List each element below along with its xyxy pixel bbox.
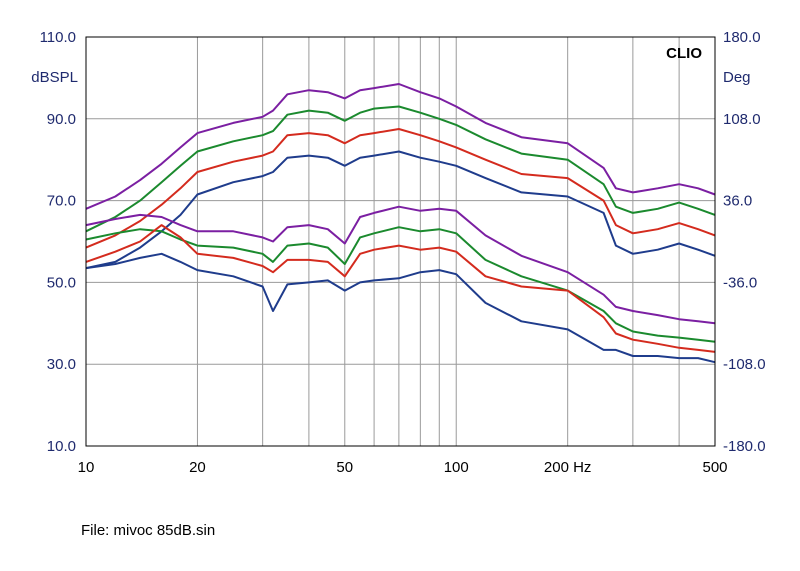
y-tick-label-left: 50.0 bbox=[47, 274, 76, 291]
series-line-4 bbox=[85, 150, 716, 270]
x-tick-label: 20 bbox=[189, 459, 206, 476]
grid-lines bbox=[86, 36, 715, 447]
y-tick-label-right: -108.0 bbox=[723, 356, 766, 373]
y-tick-label-left: 110.0 bbox=[40, 29, 76, 46]
series-line-7 bbox=[85, 224, 716, 353]
series-line-8 bbox=[85, 252, 716, 364]
left-axis-unit: dBSPL bbox=[31, 69, 78, 86]
plot-frame bbox=[85, 36, 716, 447]
y-tick-label-right: 180.0 bbox=[723, 29, 761, 46]
series-group bbox=[85, 83, 716, 364]
right-axis-unit: Deg bbox=[723, 69, 751, 86]
x-tick-label: 10 bbox=[78, 459, 95, 476]
y-tick-label-left: 90.0 bbox=[47, 111, 76, 128]
y-tick-label-right: 108.0 bbox=[723, 111, 761, 128]
x-tick-label: 100 bbox=[444, 459, 469, 476]
x-tick-label: 200 Hz bbox=[544, 459, 592, 476]
y-tick-label-right: 36.0 bbox=[723, 193, 752, 210]
brand-label: CLIO bbox=[666, 45, 702, 62]
series-line-6 bbox=[85, 226, 716, 343]
y-tick-label-left: 10.0 bbox=[47, 438, 76, 455]
x-axis: 10 20 50 100 200 Hz 500 bbox=[78, 459, 728, 476]
series-line-3 bbox=[85, 128, 716, 249]
left-axis: 110.0 90.0 70.0 50.0 30.0 10.0 bbox=[40, 29, 76, 455]
y-tick-label-right: -36.0 bbox=[723, 274, 757, 291]
right-axis: 180.0 108.0 36.0 -36.0 -108.0 -180.0 bbox=[723, 29, 766, 455]
series-line-1 bbox=[85, 83, 716, 210]
x-tick-label: 500 bbox=[702, 459, 727, 476]
y-tick-label-left: 30.0 bbox=[47, 356, 76, 373]
y-tick-label-left: 70.0 bbox=[47, 193, 76, 210]
file-label: File: mivoc 85dB.sin bbox=[81, 522, 216, 539]
x-tick-label: 50 bbox=[336, 459, 353, 476]
series-line-2 bbox=[85, 105, 716, 233]
y-tick-label-right: -180.0 bbox=[723, 438, 766, 455]
series-line-5 bbox=[85, 205, 716, 325]
